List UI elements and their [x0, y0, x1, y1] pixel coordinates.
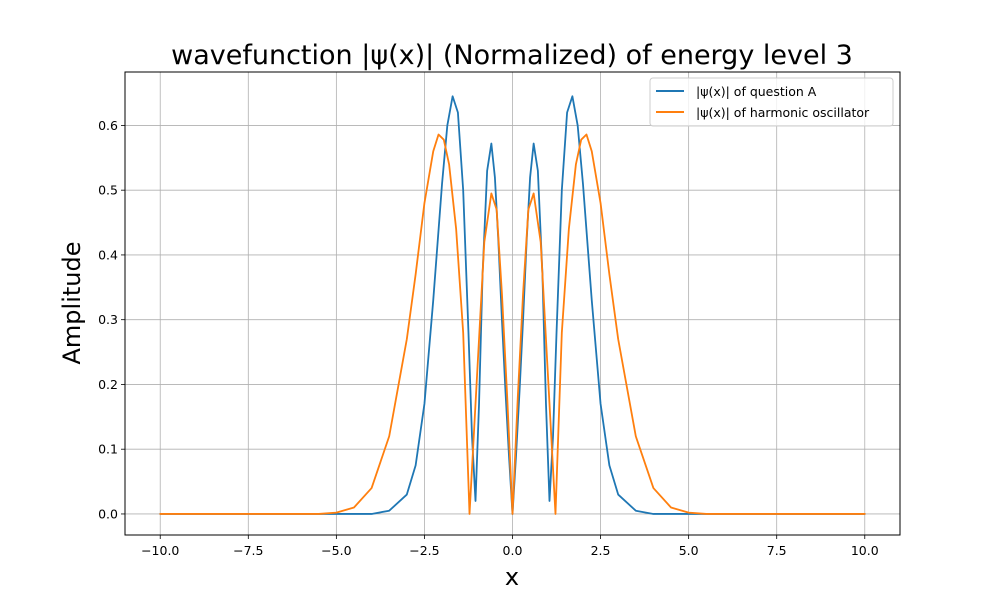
y-tick-label: 0.5 [98, 183, 118, 198]
y-axis-label: Amplitude [58, 242, 86, 365]
x-tick-label: 7.5 [767, 543, 787, 558]
legend-box [649, 77, 894, 127]
x-tick-label: −5.0 [321, 543, 351, 558]
y-tick-label: 0.1 [98, 442, 118, 457]
series-line-harmonic-oscillator [159, 133, 866, 515]
legend-label-harmonic-oscillator: |ψ(x)| of harmonic oscillator [696, 105, 870, 120]
x-tick-label: −7.5 [233, 543, 263, 558]
legend-label-question-a: |ψ(x)| of question A [696, 84, 817, 99]
y-tick-label: 0.0 [98, 506, 118, 521]
grid [125, 72, 900, 535]
x-tick-label: −2.5 [409, 543, 439, 558]
x-tick-label: 10.0 [851, 543, 879, 558]
x-tick-label: 5.0 [679, 543, 699, 558]
chart-title: wavefunction |ψ(x)| (Normalized) of ener… [171, 40, 853, 71]
x-tick-label: 0.0 [503, 543, 523, 558]
y-tick-label: 0.6 [98, 118, 118, 133]
x-tick-label: 2.5 [591, 543, 611, 558]
y-tick-label: 0.4 [98, 247, 118, 262]
x-tick-label: −10.0 [141, 543, 179, 558]
y-tick-label: 0.2 [98, 377, 118, 392]
axis-ticks: −10.0 −7.5 −5.0 −2.5 0.0 2.5 5.0 7.5 10.0 0.0 0.1 0… [98, 118, 879, 558]
y-tick-label: 0.3 [98, 312, 118, 327]
legend: |ψ(x)| of question A |ψ(x)| of harmonic … [649, 77, 894, 127]
series-lines [159, 95, 866, 515]
x-axis-label: x [505, 563, 519, 591]
